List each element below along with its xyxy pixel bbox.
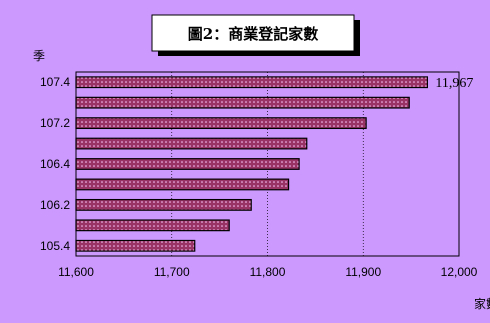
x-tick-labels: 11,600 11,700 11,800 11,900 12,000 — [58, 265, 478, 279]
x-tick-label: 11,800 — [250, 265, 286, 279]
y-tick-label: 107.2 — [40, 116, 70, 130]
bar — [75, 137, 308, 150]
bar — [75, 178, 290, 191]
x-axis-title: 家數 — [474, 296, 490, 311]
x-tick-label: 11,700 — [154, 265, 190, 279]
bar — [75, 219, 230, 232]
chart-title: 圖2：商業登記家數 — [188, 25, 318, 43]
bar — [75, 117, 367, 130]
title-box — [151, 14, 355, 52]
bar — [75, 158, 300, 170]
bar — [75, 239, 196, 252]
y-tick-label: 106.2 — [40, 198, 70, 212]
data-labels: 11,967 — [435, 76, 473, 91]
x-tick-label: 12,000 — [441, 265, 478, 279]
bars — [75, 76, 429, 252]
y-tick-label: 106.4 — [40, 157, 70, 171]
y-tick-label: 107.4 — [40, 75, 70, 89]
y-tick-label: 105.4 — [40, 239, 70, 253]
bar — [75, 76, 429, 89]
x-tick-label: 11,600 — [58, 265, 94, 279]
bar — [75, 198, 252, 211]
data-label: 11,967 — [435, 76, 473, 91]
y-axis-title: 季 — [33, 49, 45, 63]
y-tick-labels: 107.4 107.2 106.4 106.2 105.4 — [40, 75, 70, 253]
x-tick-label: 11,900 — [345, 265, 381, 279]
bar — [75, 96, 410, 109]
